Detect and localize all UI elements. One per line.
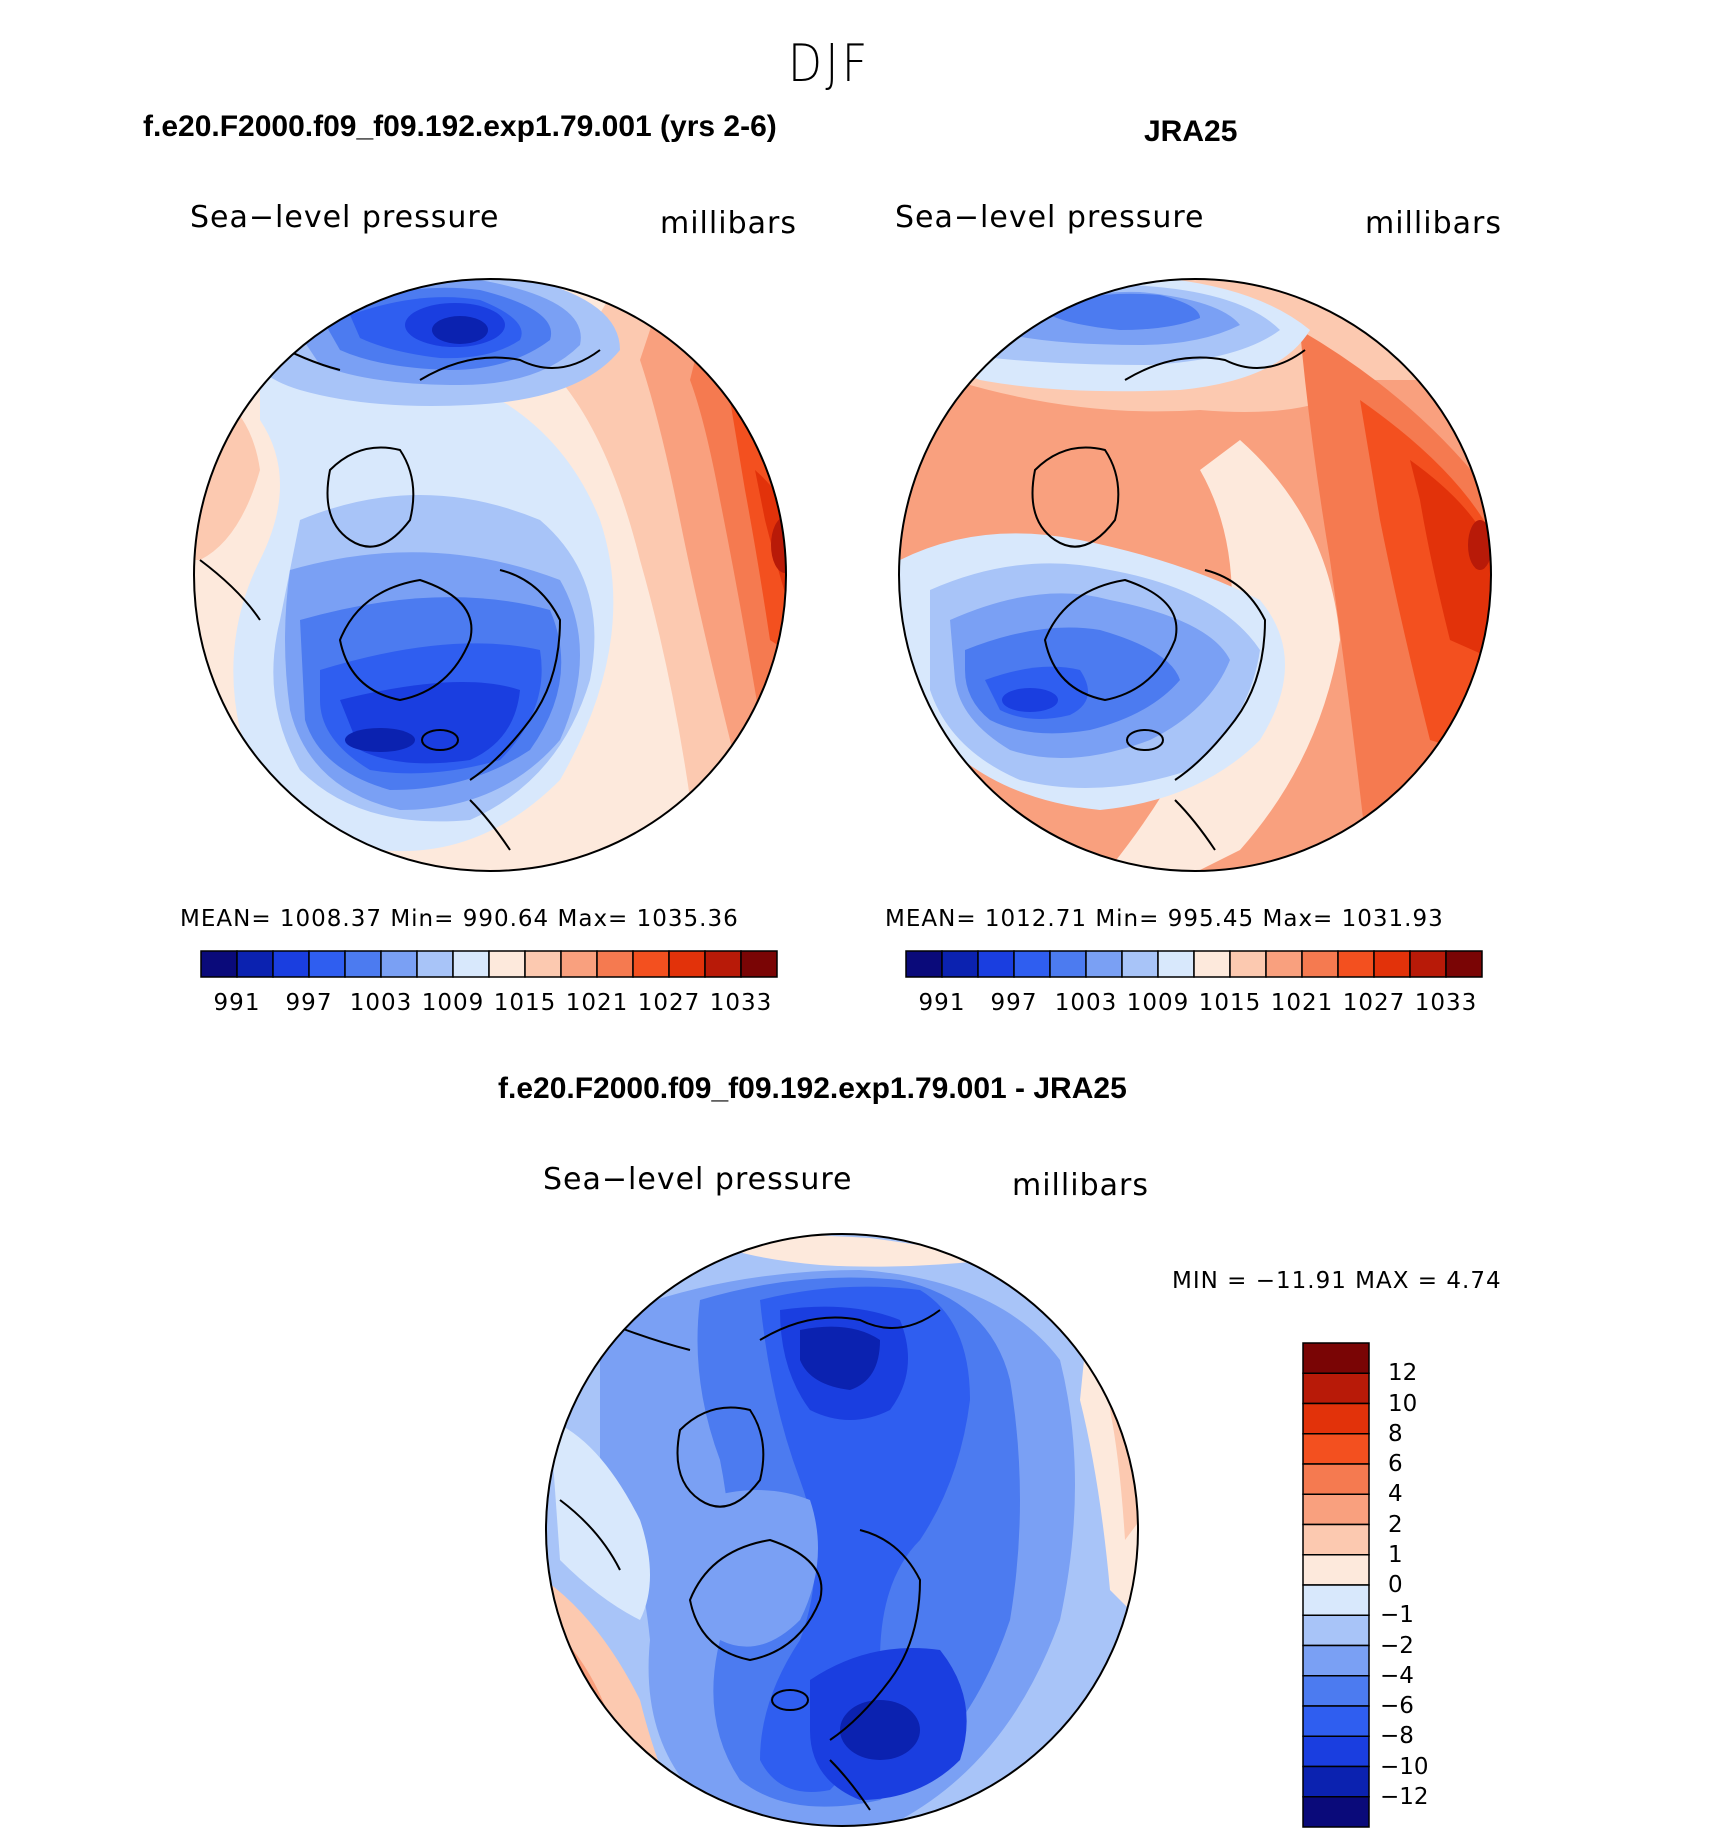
colorbar-swatch bbox=[1302, 1644, 1370, 1677]
colorbar-swatch bbox=[1302, 1463, 1370, 1495]
panel1-units-label: millibars bbox=[660, 206, 797, 241]
colorbar-swatch bbox=[344, 950, 382, 978]
colorbar-swatch bbox=[1302, 1765, 1370, 1798]
colorbar-tick-label: −8 bbox=[1380, 1723, 1414, 1750]
colorbar-swatch bbox=[1049, 950, 1087, 978]
page-title: DJF bbox=[788, 34, 871, 94]
colorbar-tick-label: 10 bbox=[1388, 1390, 1418, 1417]
colorbar-swatch bbox=[1302, 1554, 1370, 1586]
colorbar-tick-label: 1021 bbox=[1270, 990, 1334, 1016]
colorbar-tick-label: −1 bbox=[1380, 1602, 1414, 1629]
panel3-case-title: f.e20.F2000.f09_f09.192.exp1.79.001 - JR… bbox=[498, 1072, 1127, 1105]
colorbar-swatch bbox=[1265, 950, 1303, 978]
colorbar-swatch bbox=[1302, 1372, 1370, 1405]
colorbar-tick-label: 4 bbox=[1388, 1481, 1403, 1508]
colorbar-difference bbox=[1302, 1342, 1370, 1828]
colorbar-tick-label: 1027 bbox=[637, 990, 701, 1016]
colorbar-tick-label: 1027 bbox=[1342, 990, 1406, 1016]
panel2-case-title: JRA25 bbox=[1144, 115, 1238, 148]
colorbar-swatch bbox=[1302, 1614, 1370, 1647]
colorbar-tick-label: −12 bbox=[1380, 1783, 1429, 1810]
colorbar-tick-label: 991 bbox=[918, 990, 966, 1016]
colorbar-tick-label: 991 bbox=[213, 990, 261, 1016]
colorbar-tick-label: 1 bbox=[1388, 1541, 1403, 1568]
colorbar-tick-label: 1009 bbox=[1126, 990, 1190, 1016]
colorbar-swatch bbox=[1409, 950, 1447, 978]
panel3-variable-label: Sea−level pressure bbox=[543, 1162, 853, 1197]
colorbar-tick-label: 2 bbox=[1388, 1511, 1403, 1538]
map-model-fill bbox=[194, 279, 786, 871]
map-obs-fill bbox=[899, 279, 1491, 871]
panel1-variable-label: Sea−level pressure bbox=[190, 200, 500, 235]
colorbar-swatch bbox=[380, 950, 418, 978]
colorbar-swatch bbox=[416, 950, 454, 978]
colorbar-swatch bbox=[1302, 1735, 1370, 1768]
colorbar-tick-label: −10 bbox=[1380, 1753, 1429, 1780]
colorbar-swatch bbox=[272, 950, 310, 978]
colorbar-swatch bbox=[1302, 1493, 1370, 1526]
colorbar-swatch bbox=[1229, 950, 1267, 978]
colorbar-tick-label: 1009 bbox=[421, 990, 485, 1016]
panel1-case-title: f.e20.F2000.f09_f09.192.exp1.79.001 (yrs… bbox=[143, 110, 777, 143]
colorbar-swatch bbox=[596, 950, 634, 978]
colorbar-swatch bbox=[1373, 950, 1411, 978]
colorbar-tick-label: 1015 bbox=[493, 990, 557, 1016]
colorbar-tick-label: 6 bbox=[1388, 1451, 1403, 1477]
colorbar-tick-label: 997 bbox=[990, 990, 1038, 1016]
panel3-stats: MIN = −11.91 MAX = 4.74 bbox=[1172, 1268, 1502, 1294]
panel3-units-label: millibars bbox=[1012, 1168, 1149, 1203]
colorbar-swatch bbox=[632, 950, 670, 978]
colorbar-swatch bbox=[1302, 1433, 1370, 1465]
colorbar-tick-label: 8 bbox=[1388, 1420, 1403, 1447]
map-difference-fill bbox=[546, 1234, 1138, 1826]
colorbar-swatch bbox=[1302, 1523, 1370, 1556]
colorbar-swatch bbox=[704, 950, 742, 978]
colorbar-tick-label: 997 bbox=[285, 990, 333, 1016]
colorbar-difference-ticks: 12 10 8 6 4 2 1 0 −1 −2 −4 −6 −8 −10 −12 bbox=[1380, 1342, 1460, 1828]
colorbar-tick-label: −2 bbox=[1380, 1632, 1414, 1659]
colorbar-swatch bbox=[1157, 950, 1195, 978]
colorbar-swatch bbox=[1302, 1705, 1370, 1737]
colorbar-swatch bbox=[1302, 1584, 1370, 1616]
colorbar-tick-label: 1033 bbox=[709, 990, 773, 1016]
colorbar-swatch bbox=[1085, 950, 1123, 978]
colorbar-tick-label: 1021 bbox=[565, 990, 629, 1016]
colorbar-obs bbox=[905, 950, 1483, 978]
colorbar-tick-label: 1033 bbox=[1414, 990, 1478, 1016]
colorbar-swatch bbox=[1302, 1675, 1370, 1707]
colorbar-tick-label: 1003 bbox=[349, 990, 413, 1016]
panel2-variable-label: Sea−level pressure bbox=[895, 200, 1205, 235]
colorbar-tick-label: 12 bbox=[1388, 1360, 1418, 1387]
colorbar-tick-label: 1003 bbox=[1054, 990, 1118, 1016]
colorbar-obs-ticks: 991 997 1003 1009 1015 1021 1027 1033 bbox=[905, 990, 1485, 1020]
colorbar-tick-label: 1015 bbox=[1198, 990, 1262, 1016]
colorbar-swatch bbox=[740, 950, 778, 978]
colorbar-tick-label: −4 bbox=[1380, 1662, 1414, 1689]
panel2-stats: MEAN= 1012.71 Min= 995.45 Max= 1031.93 bbox=[885, 906, 1444, 932]
colorbar-swatch bbox=[1302, 1402, 1370, 1435]
panel2-units-label: millibars bbox=[1365, 206, 1502, 241]
colorbar-swatch bbox=[1302, 1796, 1370, 1828]
colorbar-tick-label: 0 bbox=[1388, 1572, 1403, 1598]
colorbar-tick-label: −6 bbox=[1380, 1693, 1414, 1719]
colorbar-swatch bbox=[1445, 950, 1483, 978]
colorbar-swatch bbox=[1302, 1342, 1370, 1374]
colorbar-model bbox=[200, 950, 778, 978]
panel1-stats: MEAN= 1008.37 Min= 990.64 Max= 1035.36 bbox=[180, 906, 739, 932]
colorbar-model-ticks: 991 997 1003 1009 1015 1021 1027 1033 bbox=[200, 990, 780, 1020]
colorbar-swatch bbox=[488, 950, 526, 978]
